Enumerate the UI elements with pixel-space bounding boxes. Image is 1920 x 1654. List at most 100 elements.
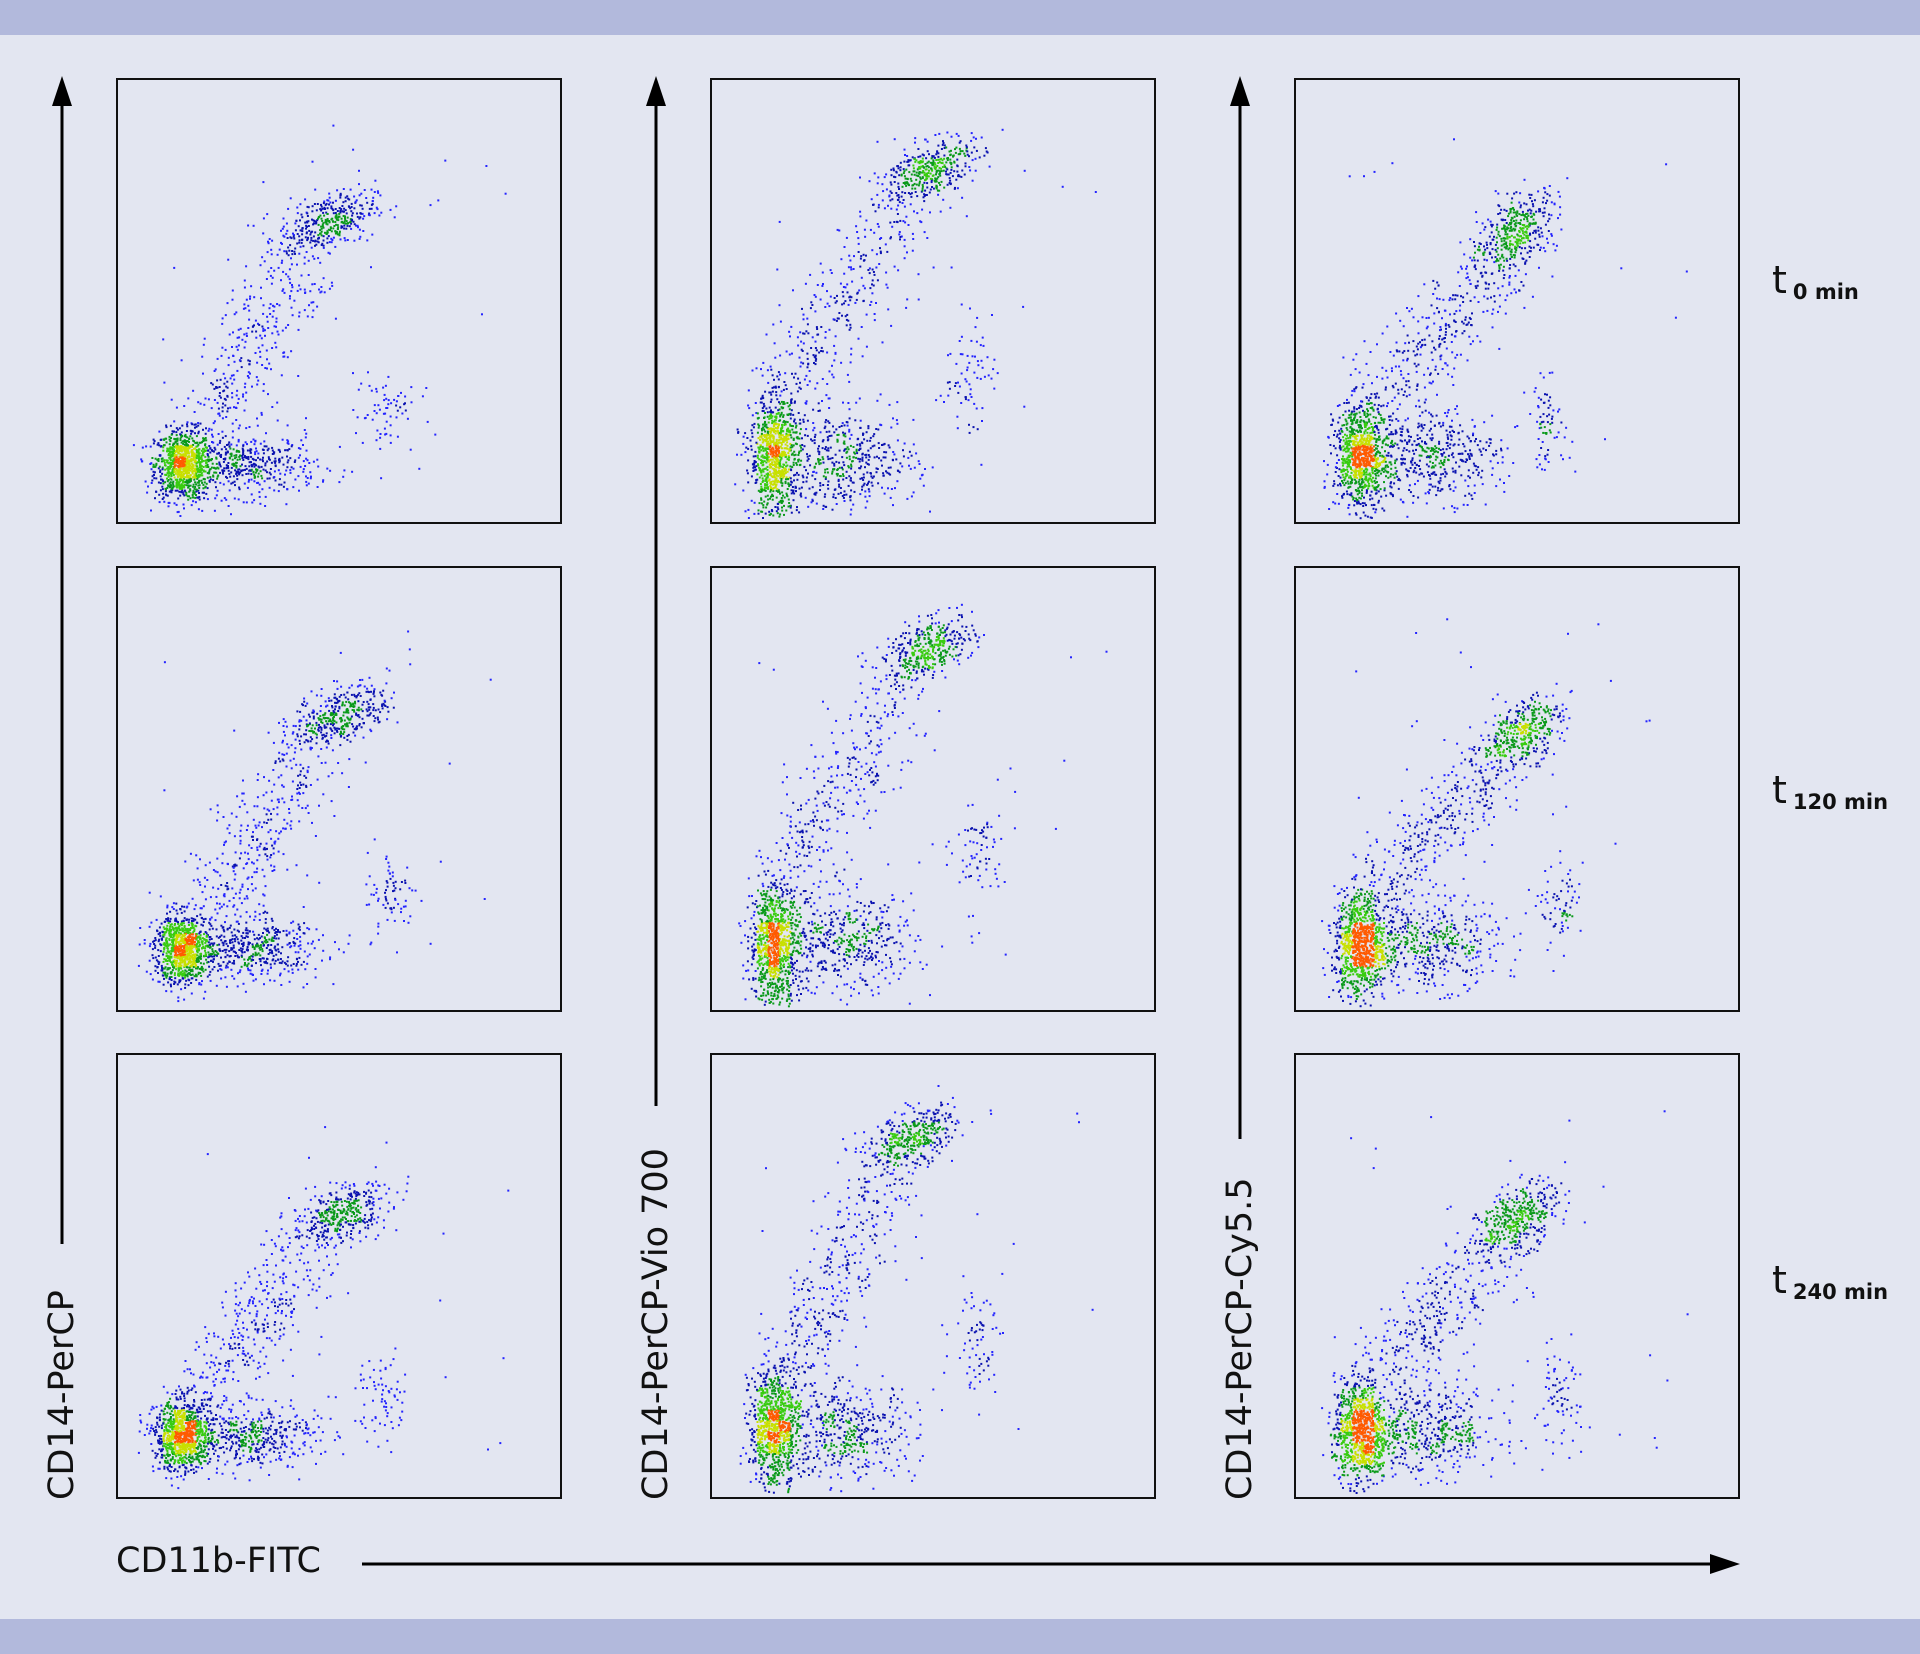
event-dot (175, 1437, 178, 1440)
event-dot (247, 958, 249, 961)
event-dot (183, 455, 186, 458)
event-dot (345, 227, 348, 230)
event-dot (236, 908, 239, 911)
event-dot (247, 458, 250, 461)
event-dot (332, 718, 335, 721)
event-dot (270, 944, 273, 946)
event-dot (266, 315, 269, 318)
event-dot (228, 441, 231, 444)
event-dot (271, 951, 273, 954)
event-dot (330, 734, 333, 737)
event-dot (358, 194, 361, 197)
event-dot (185, 493, 188, 496)
event-dot (315, 724, 318, 727)
event-dot (159, 471, 162, 473)
event-dot (344, 196, 347, 199)
event-dot (179, 1395, 182, 1398)
event-dot (185, 430, 188, 432)
event-dot (148, 959, 151, 962)
event-dot (404, 899, 407, 902)
event-dot (331, 712, 334, 715)
event-dot (297, 784, 299, 787)
event-dot (183, 949, 186, 952)
event-dot (224, 884, 227, 887)
event-dot (231, 396, 234, 399)
event-dot (229, 377, 232, 380)
event-dot (282, 725, 285, 727)
event-dot (381, 705, 384, 707)
event-dot (253, 948, 256, 950)
event-dot (299, 245, 302, 248)
event-dot (264, 462, 267, 465)
event-dot (334, 221, 337, 223)
dot-plot-panel (116, 1053, 562, 1499)
event-dot (303, 932, 306, 935)
event-dot (212, 1431, 214, 1434)
event-dot (163, 958, 166, 961)
event-dot (309, 746, 312, 749)
event-dot (336, 680, 339, 683)
event-dot (166, 477, 168, 480)
event-dot (192, 1433, 195, 1436)
event-dot (240, 357, 243, 360)
event-dot (171, 961, 174, 964)
event-dot (187, 472, 190, 475)
event-dot (163, 928, 166, 930)
event-dot (362, 722, 365, 724)
event-dot (227, 505, 230, 507)
event-dot (159, 932, 161, 935)
event-dot (186, 950, 189, 953)
event-dot (167, 918, 169, 921)
event-dot (235, 472, 238, 475)
event-dot (195, 1465, 198, 1468)
event-dot (199, 1408, 202, 1410)
event-dot (184, 976, 186, 979)
event-dot (260, 297, 262, 300)
event-dot (236, 402, 239, 405)
event-dot (185, 448, 188, 451)
event-dot (154, 1426, 157, 1429)
event-dot (233, 454, 236, 457)
event-dot (400, 391, 402, 394)
event-dot (297, 225, 300, 228)
event-dot (396, 409, 399, 412)
event-dot (306, 239, 309, 242)
event-dot (166, 1461, 169, 1464)
event-dot (168, 490, 171, 493)
event-dot (254, 824, 257, 827)
event-dot (255, 376, 258, 379)
event-dot (266, 471, 268, 474)
event-dot (199, 884, 202, 886)
event-dot (177, 1437, 180, 1439)
event-dot (226, 966, 229, 969)
event-dot (386, 885, 389, 888)
event-dot (210, 466, 213, 469)
event-dot (202, 454, 205, 457)
event-dot (205, 439, 208, 442)
event-dot (250, 468, 253, 471)
event-dot (180, 943, 182, 945)
event-dot (158, 1416, 161, 1419)
event-dot (298, 719, 301, 722)
event-dot (306, 477, 309, 479)
event-dot (268, 238, 271, 240)
event-dot (245, 473, 248, 475)
event-dot (410, 386, 413, 389)
event-dot (373, 883, 376, 886)
event-dot (384, 891, 386, 894)
event-dot (191, 453, 194, 456)
event-dot (175, 932, 178, 935)
event-dot (344, 218, 347, 221)
event-dot (216, 357, 219, 360)
event-dot (273, 937, 276, 940)
event-dot (217, 407, 220, 410)
event-dot (229, 939, 231, 942)
event-dot (231, 289, 234, 292)
event-dot (185, 484, 188, 487)
event-dot (309, 740, 312, 743)
event-dot (328, 287, 331, 290)
event-dot (212, 869, 215, 871)
event-dot (370, 203, 373, 206)
event-dot (158, 430, 161, 433)
event-dot (188, 973, 191, 976)
